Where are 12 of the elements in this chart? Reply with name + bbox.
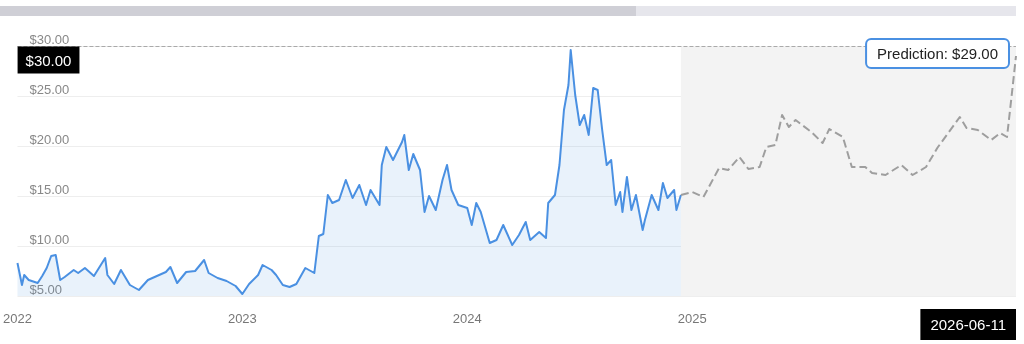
y-tick-label: $25.00	[29, 82, 70, 97]
x-tick-label: 2025	[677, 311, 707, 326]
text: 2026-06-11	[930, 316, 1007, 333]
x-tick-label: 2023	[227, 311, 257, 326]
x-tick-label: 2024	[452, 311, 482, 326]
y-tick-label: $30.00	[29, 32, 70, 47]
y-tick-label: $10.00	[29, 232, 70, 247]
y-tick-label: $5.00	[29, 282, 63, 297]
x-tick-label: 2022	[3, 311, 32, 326]
y-tick-label: $20.00	[29, 132, 70, 147]
y-tick-label: $15.00	[29, 182, 70, 197]
annotation: Prediction: $29.00	[877, 45, 999, 62]
